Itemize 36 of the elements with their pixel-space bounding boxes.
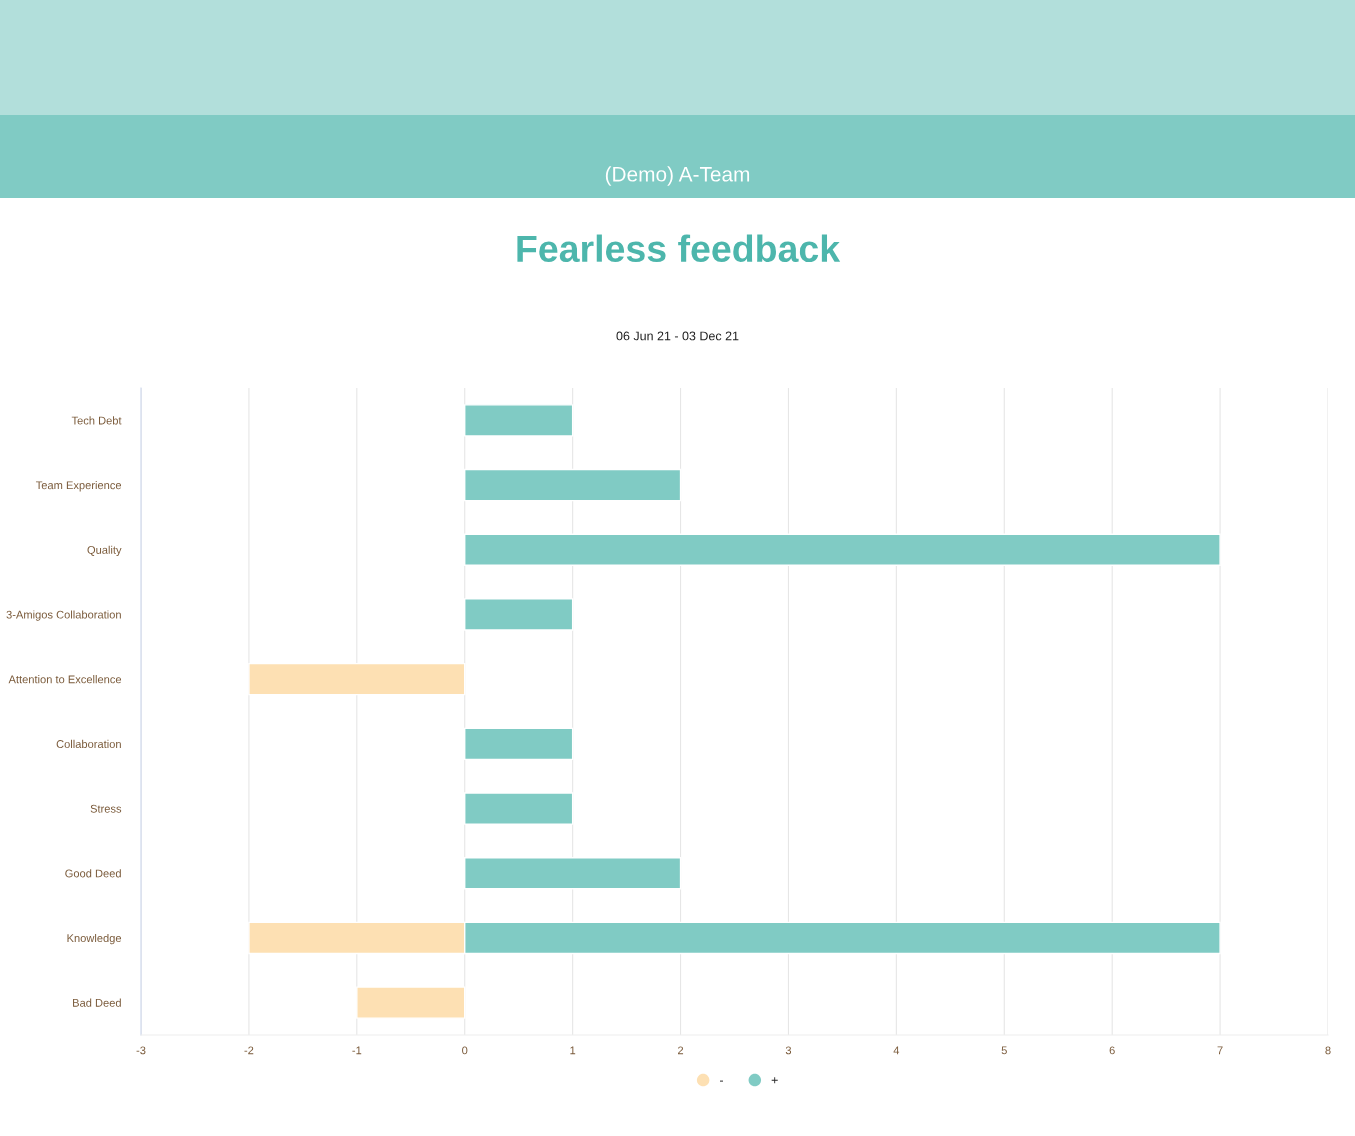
legend-label: - [719,1080,723,1082]
bar [464,857,682,890]
bar [464,533,1221,566]
y-tick-label: Good Deed [65,869,121,878]
x-tick-label: 2 [678,1046,684,1055]
x-tick-label: 5 [1001,1046,1007,1055]
x-tick-label: 6 [1109,1046,1115,1055]
bar [464,598,574,631]
x-tick-label: -3 [136,1046,146,1055]
y-tick-label: Attention to Excellence [8,675,122,684]
text: 06 Jun 21 - 03 Dec 21 [616,331,739,341]
legend-label: + [771,1077,778,1084]
x-tick-label: 8 [1325,1046,1331,1055]
chart-title: Fearless feedback [517,234,841,263]
x-tick-label: 4 [893,1046,900,1055]
x-tick-label: 3 [785,1046,792,1055]
x-tick-label: 0 [462,1046,468,1055]
bar [356,986,466,1019]
y-tick-label: Tech Debt [71,416,122,425]
bar [248,662,466,696]
y-tick-label: Team Experience [35,481,122,492]
x-tick-label: 1 [570,1046,576,1055]
bar [464,792,574,825]
y-tick-label: 3-Amigos Collaboration [6,610,121,621]
y-tick-label: Stress [90,804,122,813]
x-tick-label: 7 [1217,1046,1223,1055]
bar [464,468,682,502]
y-tick-label: Bad Deed [73,998,121,1007]
chart-subtitle: (Demo) A-Team [605,166,750,186]
y-tick-label: Knowledge [67,933,122,945]
bar [464,404,574,437]
y-tick-label: Quality [87,545,122,557]
x-tick-label: -1 [352,1046,362,1055]
bar [464,727,574,761]
y-tick-label: Collaboration [56,739,121,748]
x-tick-label: -2 [244,1046,254,1055]
